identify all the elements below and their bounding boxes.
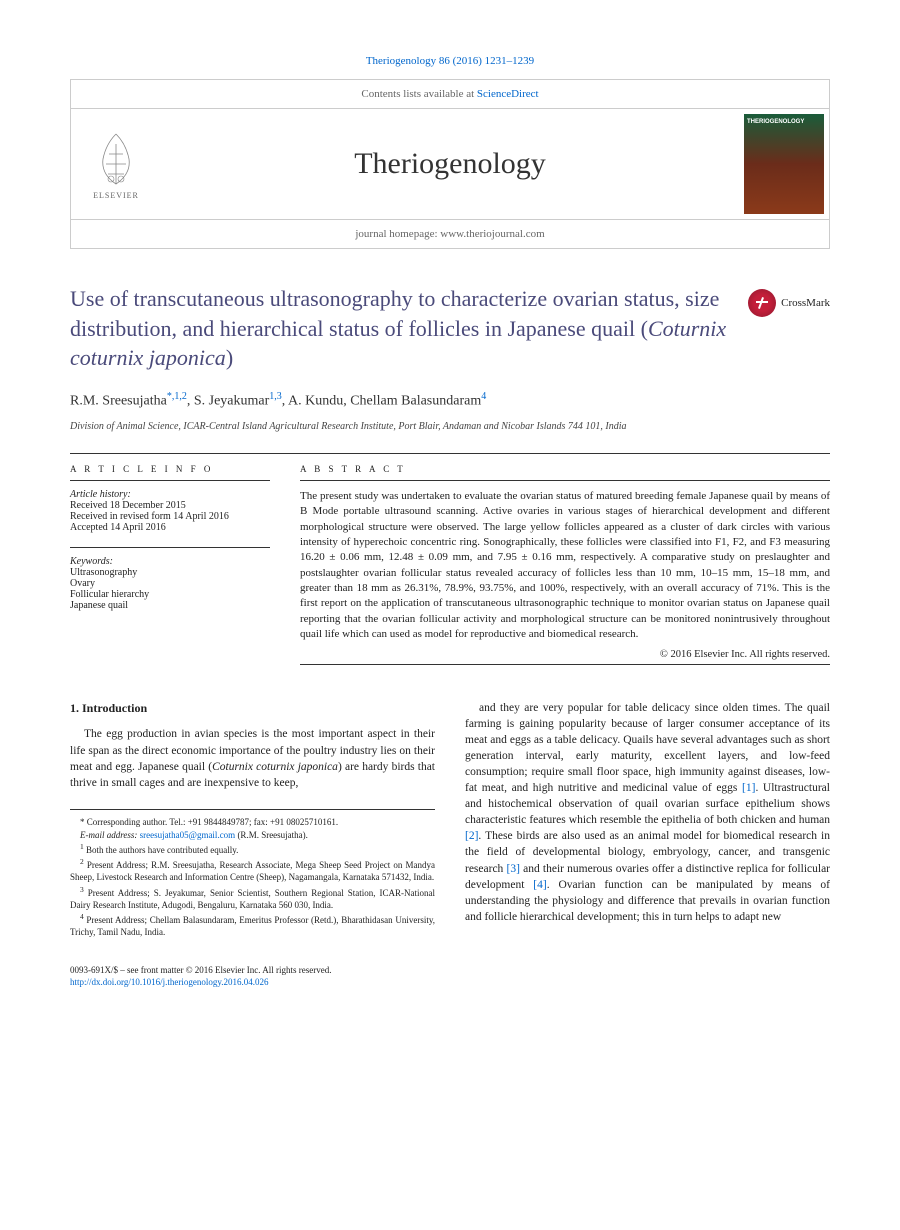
history-line: Received in revised form 14 April 2016 — [70, 511, 229, 522]
header-bottom-bar: journal homepage: www.theriojournal.com — [71, 219, 829, 248]
page-footer: 0093-691X/$ – see front matter © 2016 El… — [70, 964, 830, 988]
crossmark-icon — [748, 289, 776, 317]
citation-line: Theriogenology 86 (2016) 1231–1239 — [70, 55, 830, 67]
footnote-1: 1 Both the authors have contributed equa… — [70, 842, 435, 856]
corresponding-author: * Corresponding author. Tel.: +91 984484… — [70, 816, 435, 828]
keyword: Ovary — [70, 578, 95, 589]
footnote-2: 2 Present Address; R.M. Sreesujatha, Res… — [70, 857, 435, 883]
history-line: Received 18 December 2015 — [70, 500, 186, 511]
crossmark-badge[interactable]: CrossMark — [748, 289, 830, 317]
history-block: Article history: Received 18 December 20… — [70, 489, 270, 533]
article-title: Use of transcutaneous ultrasonography to… — [70, 284, 728, 373]
journal-header-box: Contents lists available at ScienceDirec… — [70, 79, 830, 249]
intro-paragraph-cont: and they are very popular for table deli… — [465, 700, 830, 925]
header-middle: ELSEVIER Theriogenology THERIOGENOLOGY — [71, 109, 829, 219]
elsevier-tree-icon — [91, 129, 141, 189]
keywords-label: Keywords: — [70, 556, 113, 567]
issn-line: 0093-691X/$ – see front matter © 2016 El… — [70, 965, 332, 975]
keyword: Japanese quail — [70, 600, 128, 611]
homepage-link[interactable]: www.theriojournal.com — [440, 228, 544, 240]
article-info-head: A R T I C L E I N F O — [70, 454, 270, 481]
email-label: E-mail address: — [80, 830, 140, 840]
affiliation: Division of Animal Science, ICAR-Central… — [70, 420, 830, 433]
header-top-bar: Contents lists available at ScienceDirec… — [71, 80, 829, 109]
keyword: Ultrasonography — [70, 567, 137, 578]
abstract-head: A B S T R A C T — [300, 454, 830, 481]
homepage-label: journal homepage: — [355, 228, 440, 240]
footnotes: * Corresponding author. Tel.: +91 984484… — [70, 809, 435, 938]
footnote-4: 4 Present Address; Chellam Balasundaram,… — [70, 912, 435, 938]
abstract-column: A B S T R A C T The present study was un… — [300, 454, 830, 665]
section-heading: 1. Introduction — [70, 700, 435, 717]
keywords-block: Keywords: Ultrasonography Ovary Follicul… — [70, 556, 270, 611]
journal-cover-thumbnail: THERIOGENOLOGY — [744, 114, 824, 214]
journal-name-wrap: Theriogenology — [161, 147, 739, 181]
email-link[interactable]: sreesujatha05@gmail.com — [140, 830, 236, 840]
journal-name: Theriogenology — [161, 147, 739, 181]
abstract-text: The present study was undertaken to eval… — [300, 489, 830, 643]
info-abstract-row: A R T I C L E I N F O Article history: R… — [70, 453, 830, 665]
doi-link[interactable]: http://dx.doi.org/10.1016/j.theriogenolo… — [70, 977, 269, 987]
abstract-copyright: © 2016 Elsevier Inc. All rights reserved… — [300, 649, 830, 660]
article-info-column: A R T I C L E I N F O Article history: R… — [70, 454, 270, 665]
keyword: Follicular hierarchy — [70, 589, 149, 600]
title-row: Use of transcutaneous ultrasonography to… — [70, 284, 830, 373]
crossmark-label: CrossMark — [781, 297, 830, 309]
sciencedirect-link[interactable]: ScienceDirect — [477, 88, 539, 100]
email-tail: (R.M. Sreesujatha). — [235, 830, 308, 840]
author-list: R.M. Sreesujatha*,1,2, S. Jeyakumar1,3, … — [70, 391, 830, 410]
intro-paragraph: The egg production in avian species is t… — [70, 726, 435, 790]
footnote-3: 3 Present Address; S. Jeyakumar, Senior … — [70, 885, 435, 911]
history-label: Article history: — [70, 489, 131, 500]
body-column-right: and they are very popular for table deli… — [465, 700, 830, 939]
contents-label: Contents lists available at — [361, 88, 476, 100]
history-line: Accepted 14 April 2016 — [70, 522, 166, 533]
elsevier-logo: ELSEVIER — [71, 114, 161, 214]
email-line: E-mail address: sreesujatha05@gmail.com … — [70, 829, 435, 841]
cover-thumb-title: THERIOGENOLOGY — [747, 119, 821, 125]
body-columns: 1. Introduction The egg production in av… — [70, 700, 830, 939]
elsevier-label: ELSEVIER — [93, 191, 139, 200]
body-column-left: 1. Introduction The egg production in av… — [70, 700, 435, 939]
